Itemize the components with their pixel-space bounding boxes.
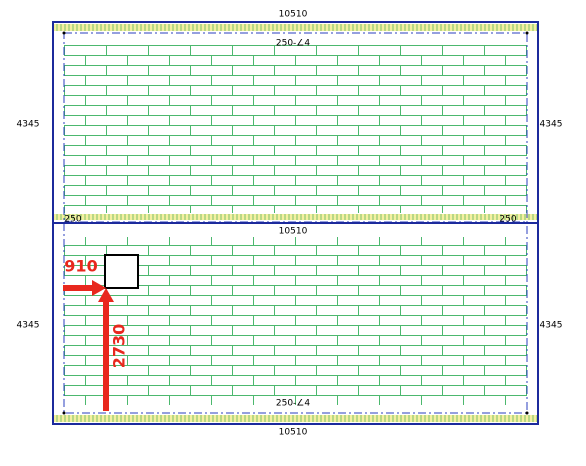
- brick-pattern: [64, 237, 527, 405]
- dimension: 250: [64, 215, 81, 225]
- dimension: 4345: [17, 120, 40, 130]
- panel-bottom: [54, 237, 537, 422]
- dimension: 10510: [279, 10, 308, 20]
- arrow-shaft: [63, 285, 93, 291]
- arrow-head: [98, 288, 114, 302]
- arrow-shaft: [103, 300, 109, 411]
- dimension: 10510: [279, 227, 308, 237]
- marker-label: 910: [64, 257, 97, 276]
- marker-label: 2730: [110, 324, 129, 369]
- dimension: 10510: [279, 428, 308, 438]
- arrow-head: [92, 280, 106, 296]
- marker-vertical: 2730: [98, 288, 129, 411]
- corner-dot: [525, 31, 529, 35]
- dimension: 4345: [540, 321, 563, 331]
- edge-hatch: [54, 415, 537, 422]
- edge-hatch: [54, 24, 537, 31]
- corner-dot: [525, 411, 529, 415]
- marker-horizontal: 910: [63, 257, 106, 296]
- corner-dot: [62, 31, 66, 35]
- corner-dot: [62, 411, 66, 415]
- opening: [104, 254, 139, 289]
- dimension: 4345: [17, 321, 40, 331]
- note: 250-∠4: [276, 399, 310, 409]
- edge-hatch: [54, 214, 537, 220]
- dimension: 250: [499, 215, 516, 225]
- brick-pattern: [64, 45, 527, 213]
- dimension: 4345: [540, 120, 563, 130]
- note: 250-∠4: [276, 39, 310, 49]
- panel-top: [53, 22, 538, 222]
